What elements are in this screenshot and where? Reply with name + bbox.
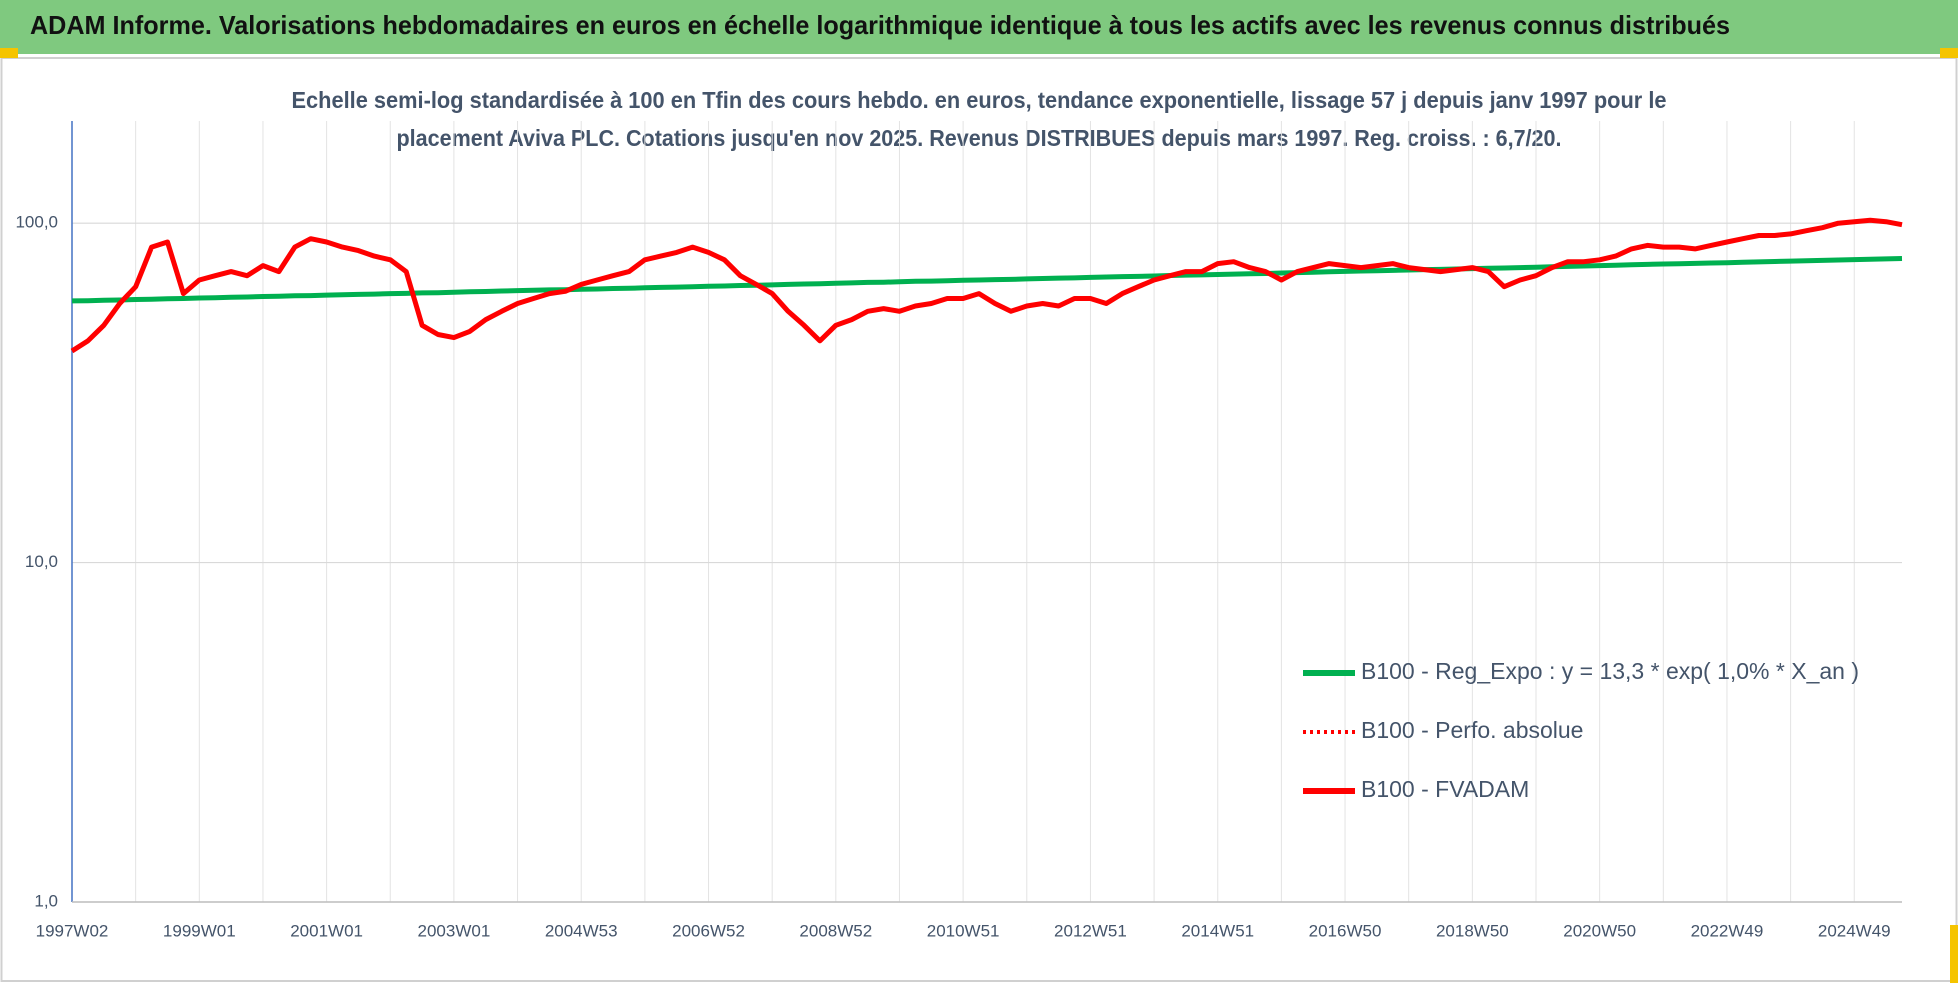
chart-subtitle: placement Aviva PLC. Cotations jusqu'en … [397,125,1562,151]
x-tick-label: 2016W50 [1309,921,1382,940]
y-tick-label: 10,0 [25,552,58,571]
x-tick-label: 2003W01 [418,921,491,940]
x-tick-label: 2018W50 [1436,921,1509,940]
x-tick-label: 1997W02 [36,921,109,940]
x-tick-label: 2012W51 [1054,921,1127,940]
legend-label: B100 - Perfo. absolue [1361,717,1583,743]
series-line [70,217,1903,354]
legend-label: B100 - Reg_Expo : y = 13,3 * exp( 1,0% *… [1361,658,1859,684]
x-tick-label: 2020W50 [1563,921,1636,940]
x-tick-label: 2014W51 [1181,921,1254,940]
page-title: ADAM Informe. Valorisations hebdomadaire… [30,10,1730,40]
frame [0,57,1958,982]
corner [1950,925,1958,983]
x-tick-label: 2001W01 [290,921,363,940]
y-tick-label: 100,0 [15,213,58,232]
x-tick-label: 2010W51 [927,921,1000,940]
chart-subtitle: Echelle semi-log standardisée à 100 en T… [292,87,1667,113]
x-tick-label: 2022W49 [1691,921,1764,940]
legend-label: B100 - FVADAM [1361,776,1529,802]
x-tick-label: 2006W52 [672,921,745,940]
x-tick-label: 2024W49 [1818,921,1891,940]
corner [1940,48,1958,58]
x-tick-label: 2008W52 [799,921,872,940]
y-tick-label: 1,0 [34,891,58,910]
x-tick-label: 1999W01 [163,921,236,940]
series-line [71,256,1903,304]
corner [0,48,18,58]
header-bar [0,0,1958,54]
x-tick-label: 2004W53 [545,921,618,940]
